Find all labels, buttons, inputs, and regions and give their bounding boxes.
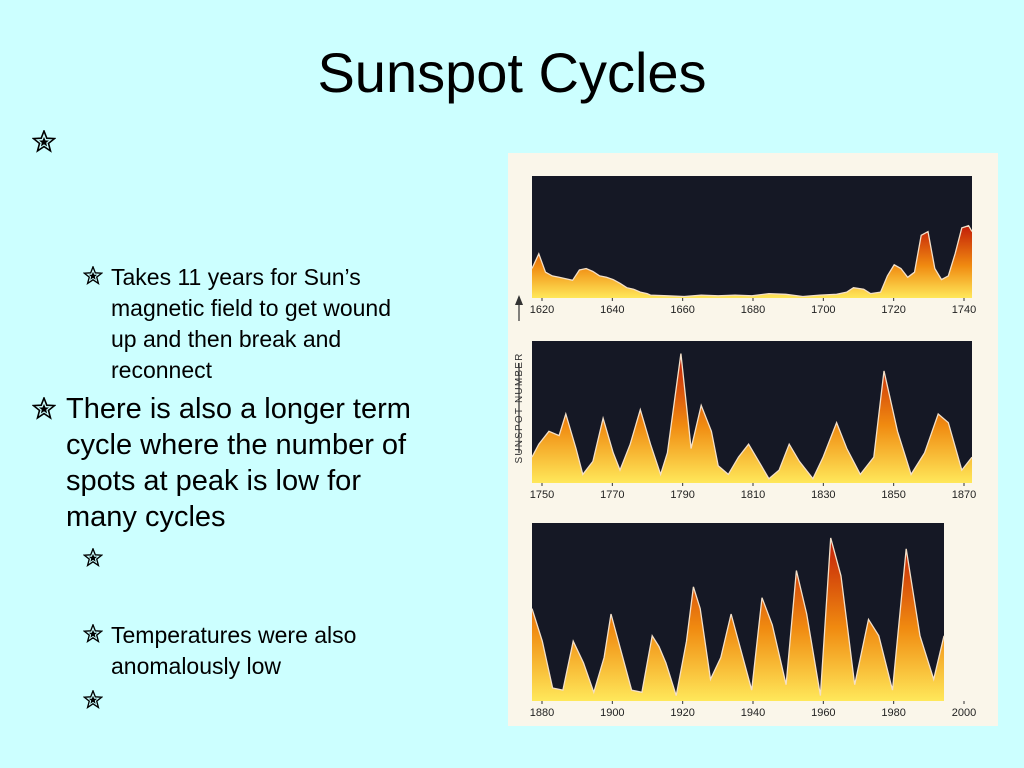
bullet-3-text: There is also a longer term cycle where …: [66, 391, 411, 535]
tick-label: 1830: [811, 489, 835, 501]
tick-label: 1880: [530, 707, 554, 719]
bullet-line: anomalously low: [111, 653, 282, 679]
y-axis-label: SUNSPOT NUMBER: [514, 352, 525, 463]
tick-label: 1700: [811, 304, 835, 316]
arrow-up-icon: [515, 295, 523, 305]
bullet-3: There is also a longer term cycle where …: [32, 391, 411, 533]
slide-title: Sunspot Cycles: [317, 41, 707, 104]
tick-label: 1740: [952, 304, 976, 316]
tick-label: 1900: [600, 707, 624, 719]
bullet-6: [83, 690, 103, 710]
bullet-line: cycle where the number of: [66, 429, 407, 461]
star-bullet-icon: [83, 624, 103, 644]
bullet-5-text: Temperatures were also anomalously low: [111, 620, 356, 682]
sunspot-line-2: [531, 353, 973, 480]
bullet-line: many cycles: [66, 501, 226, 533]
tick-label: 1980: [881, 707, 905, 719]
tick-label: 1870: [952, 489, 976, 501]
bullet-4: [83, 548, 103, 568]
tick-label: 1620: [530, 304, 554, 316]
tick-label: 2000: [952, 707, 976, 719]
bullet-1: [32, 130, 56, 154]
sunspot-area-2: [532, 353, 972, 483]
tick-label: 1680: [741, 304, 765, 316]
tick-label: 1660: [670, 304, 694, 316]
star-bullet-icon: [83, 548, 103, 568]
tick-label: 1790: [670, 489, 694, 501]
star-bullet-icon: [32, 397, 56, 421]
star-bullet-icon: [83, 266, 103, 286]
bullet-line: Takes 11 years for Sun’s: [111, 264, 361, 290]
star-bullet-icon: [32, 130, 56, 154]
bullet-2: Takes 11 years for Sun’s magnetic field …: [83, 262, 391, 383]
bullet-line: There is also a longer term: [66, 393, 411, 425]
bullet-2-text: Takes 11 years for Sun’s magnetic field …: [111, 262, 391, 386]
tick-label: 1640: [600, 304, 624, 316]
tick-label: 1940: [741, 707, 765, 719]
bullet-line: up and then break and: [111, 326, 342, 352]
y-axis-label-group: SUNSPOT NUMBER: [514, 295, 525, 464]
sunspot-line-3: [531, 537, 945, 696]
tick-label: 1770: [600, 489, 624, 501]
bullet-line: spots at peak is low for: [66, 465, 361, 497]
star-bullet-icon: [83, 690, 103, 710]
tick-label: 1810: [741, 489, 765, 501]
sunspot-chart: 1620 1640 1660 1680 1700 1720 1740 1750 1770 1790…: [514, 176, 976, 719]
tick-label: 1850: [881, 489, 905, 501]
bullet-line: magnetic field to get wound: [111, 295, 392, 321]
tick-label: 1720: [881, 304, 905, 316]
tick-label: 1920: [670, 707, 694, 719]
bullet-5: Temperatures were also anomalously low: [83, 620, 356, 679]
bullet-line: Temperatures were also: [111, 622, 357, 648]
sunspot-line-1: [531, 224, 973, 298]
bullet-line: reconnect: [111, 357, 213, 383]
tick-label: 1960: [811, 707, 835, 719]
sunspot-figure: 1620 1640 1660 1680 1700 1720 1740 1750 1770 1790…: [508, 153, 998, 726]
tick-label: 1750: [530, 489, 554, 501]
